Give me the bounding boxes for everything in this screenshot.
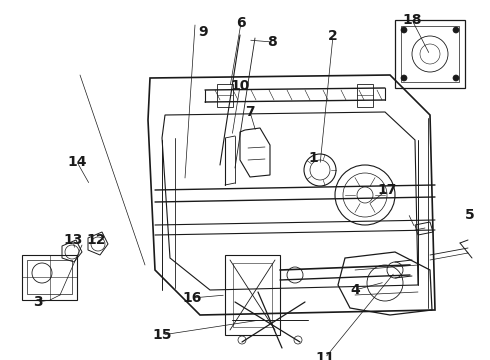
Text: 18: 18 [402, 13, 422, 27]
Text: 16: 16 [182, 291, 202, 305]
Text: 6: 6 [236, 16, 246, 30]
Text: 5: 5 [465, 208, 475, 222]
Text: 1: 1 [308, 151, 318, 165]
Text: 9: 9 [198, 25, 208, 39]
Bar [22, 255, 77, 300]
Text: 17: 17 [377, 183, 397, 197]
Text: 4: 4 [350, 283, 360, 297]
Text: 13: 13 [63, 233, 83, 247]
Bar [401, 26, 459, 82]
Bar [233, 263, 272, 327]
Circle shape [401, 27, 407, 33]
Text: 7: 7 [245, 105, 255, 119]
Bar [225, 255, 280, 335]
Circle shape [453, 27, 459, 33]
Bar [395, 20, 465, 88]
Circle shape [453, 75, 459, 81]
Text: 15: 15 [152, 328, 172, 342]
Text: 2: 2 [328, 29, 338, 43]
Text: 8: 8 [267, 35, 277, 49]
Bar [27, 260, 72, 294]
Circle shape [401, 75, 407, 81]
Text: 12: 12 [86, 233, 106, 247]
Text: 10: 10 [230, 79, 250, 93]
Text: 14: 14 [67, 155, 87, 169]
Text: 11: 11 [315, 351, 335, 360]
Text: 3: 3 [33, 295, 43, 309]
